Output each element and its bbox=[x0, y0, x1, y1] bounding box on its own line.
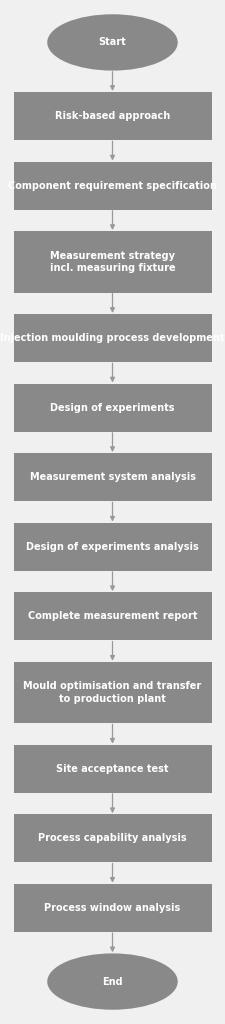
Ellipse shape bbox=[47, 14, 178, 71]
Text: Component requirement specification: Component requirement specification bbox=[8, 180, 217, 190]
FancyBboxPatch shape bbox=[14, 454, 211, 502]
FancyBboxPatch shape bbox=[14, 92, 211, 140]
FancyBboxPatch shape bbox=[14, 814, 211, 862]
FancyBboxPatch shape bbox=[14, 744, 211, 793]
FancyBboxPatch shape bbox=[14, 314, 211, 362]
FancyBboxPatch shape bbox=[14, 231, 211, 293]
Text: Process window analysis: Process window analysis bbox=[44, 903, 181, 913]
Text: Process capability analysis: Process capability analysis bbox=[38, 834, 187, 844]
Text: Measurement system analysis: Measurement system analysis bbox=[29, 472, 196, 482]
Text: Mould optimisation and transfer
to production plant: Mould optimisation and transfer to produ… bbox=[23, 681, 202, 703]
FancyBboxPatch shape bbox=[14, 522, 211, 570]
Text: End: End bbox=[102, 977, 123, 986]
Text: Design of experiments: Design of experiments bbox=[50, 402, 175, 413]
FancyBboxPatch shape bbox=[14, 384, 211, 432]
Text: Site acceptance test: Site acceptance test bbox=[56, 764, 169, 774]
FancyBboxPatch shape bbox=[14, 884, 211, 932]
Text: Measurement strategy
incl. measuring fixture: Measurement strategy incl. measuring fix… bbox=[50, 251, 175, 273]
Text: Design of experiments analysis: Design of experiments analysis bbox=[26, 542, 199, 552]
Ellipse shape bbox=[47, 953, 178, 1010]
Text: Complete measurement report: Complete measurement report bbox=[28, 611, 197, 622]
Text: Risk-based approach: Risk-based approach bbox=[55, 111, 170, 121]
Text: Injection moulding process development: Injection moulding process development bbox=[0, 333, 225, 343]
Text: Start: Start bbox=[99, 38, 126, 47]
FancyBboxPatch shape bbox=[14, 592, 211, 640]
FancyBboxPatch shape bbox=[14, 662, 211, 723]
FancyBboxPatch shape bbox=[14, 162, 211, 210]
